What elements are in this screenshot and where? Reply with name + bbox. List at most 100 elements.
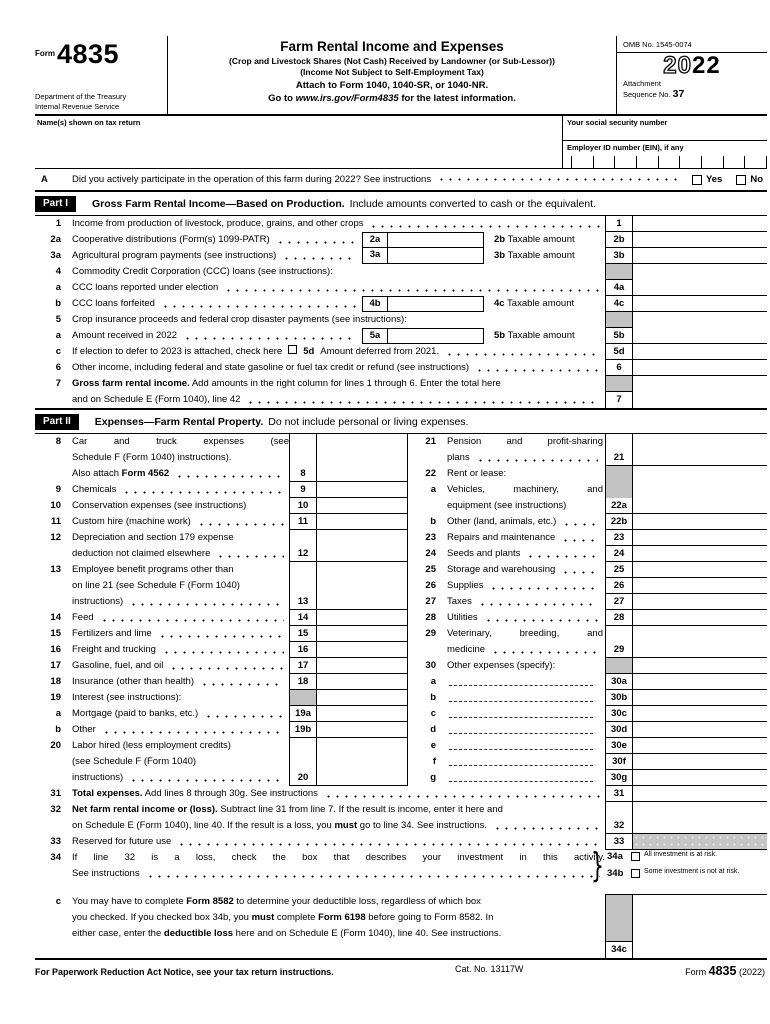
dot-leader [321,786,600,802]
some-investment-not-at-risk-checkbox[interactable] [631,868,640,878]
name-field[interactable]: Name(s) shown on tax return [35,116,562,168]
amount-input[interactable] [633,594,767,610]
amount-input[interactable] [633,280,767,296]
omb-block: OMB No. 1545-0074 2022 Attachment Sequen… [617,36,767,114]
amount-input[interactable] [633,514,767,530]
line-17: 17 Gasoline, fuel, and oil 17 [35,658,407,674]
line-11: 11 Custom hire (machine work) 11 [35,514,407,530]
amount-input[interactable] [633,626,767,658]
defer-election-checkbox[interactable] [288,345,298,354]
amount-cell [633,658,767,674]
form-header: Form4835 Department of the Treasury Inte… [35,36,767,116]
specify-input[interactable] [449,755,593,766]
specify-input[interactable] [449,675,593,686]
form-footer-id: Form 4835 (2022) [685,964,765,978]
amount-input[interactable] [317,738,407,786]
mid-amount-input[interactable] [388,296,484,312]
amount-input[interactable] [317,498,407,514]
form-title: Farm Rental Income and Expenses [280,39,504,54]
line-24: 24 Seeds and plants 24 [408,546,767,562]
amount-input[interactable] [633,328,767,344]
amount-input[interactable] [317,674,407,690]
box-label: 8 [289,466,317,482]
specify-input[interactable] [449,771,593,782]
specify-input[interactable] [449,707,593,718]
line-a-question: Did you actively participate in the oper… [72,174,432,185]
amount-input[interactable] [317,434,407,482]
amount-input[interactable] [633,754,767,770]
mid-amount-input[interactable] [388,232,484,248]
amount-input[interactable] [633,722,767,738]
amount-input[interactable] [633,530,767,546]
line-30g: g 30g [408,770,767,786]
amount-input[interactable] [633,360,767,376]
amount-input[interactable] [633,344,767,360]
amount-input[interactable] [633,770,767,786]
line-25: 25 Storage and warehousing 25 [408,562,767,578]
amount-input[interactable] [317,706,407,722]
ssn-label: Your social security number [567,118,668,127]
amount-input[interactable] [633,610,767,626]
amount-input[interactable] [317,722,407,738]
amount-input[interactable] [633,376,767,408]
amount-input[interactable] [317,482,407,498]
line-15: 15 Fertilizers and lime 15 [35,626,407,642]
amount-input[interactable] [633,706,767,722]
ein-comb-boxes[interactable] [571,156,768,168]
mid-box-label: 2a [362,232,388,248]
amount-input[interactable] [633,894,767,958]
ein-label: Employer ID number (EIN), if any [567,143,684,152]
amount-input[interactable] [633,802,767,834]
specify-input[interactable] [449,739,593,750]
shaded-cell [605,466,633,482]
catalog-number: Cat. No. 13117W [455,964,524,974]
part1-badge: Part I [35,195,77,212]
dot-leader [143,866,600,882]
amount-input[interactable] [633,434,767,466]
box-label: 10 [289,498,317,514]
ssn-field[interactable]: Your social security number [563,116,767,141]
amount-input[interactable] [317,562,407,610]
box-label: 15 [289,626,317,642]
all-investment-at-risk-checkbox[interactable] [631,852,640,861]
amount-input[interactable] [317,514,407,530]
line-13: 13 Employee benefit programs other than … [35,562,407,610]
amount-input[interactable] [633,674,767,690]
line-5c: c If election to defer to 2023 is attach… [35,344,767,360]
amount-input[interactable] [317,658,407,674]
box-label: 17 [289,658,317,674]
specify-input[interactable] [449,691,593,702]
specify-input[interactable] [449,723,593,734]
form-footer: For Paperwork Reduction Act Notice, see … [35,960,767,978]
amount-input[interactable] [633,546,767,562]
amount-input[interactable] [317,626,407,642]
amount-input[interactable] [633,738,767,754]
amount-input[interactable] [633,248,767,264]
mid-amount-input[interactable] [388,247,484,264]
attach-instruction: Attach to Form 1040, 1040-SR, or 1040-NR… [295,79,489,91]
part1-subtitle: Include amounts converted to cash or the… [349,197,596,210]
amount-input[interactable] [317,642,407,658]
amount-input[interactable] [317,530,407,562]
dot-leader [367,216,600,232]
no-checkbox[interactable] [736,174,747,185]
yes-checkbox[interactable] [691,174,702,185]
line-label: CCC loans forfeited [72,298,155,309]
amount-input[interactable] [317,610,407,626]
amount-input[interactable] [633,578,767,594]
ein-field[interactable]: Employer ID number (EIN), if any [563,141,768,168]
amount-input[interactable] [633,296,767,312]
shaded-cell [605,482,633,498]
box-label: 31 [605,786,633,802]
amount-input[interactable] [633,786,767,802]
mid-amount-input[interactable] [388,328,484,344]
amount-input[interactable] [633,690,767,706]
line-8: 8 Car and truck expenses (see Schedule F… [35,434,407,482]
amount-input[interactable] [633,232,767,248]
amount-input[interactable] [633,482,767,514]
line-4: 4 Commodity Credit Corporation (CCC) loa… [35,264,767,280]
amount-input[interactable] [633,216,767,232]
box-label: 5b [605,328,633,344]
name-label: Name(s) shown on tax return [37,118,141,127]
amount-input[interactable] [633,562,767,578]
